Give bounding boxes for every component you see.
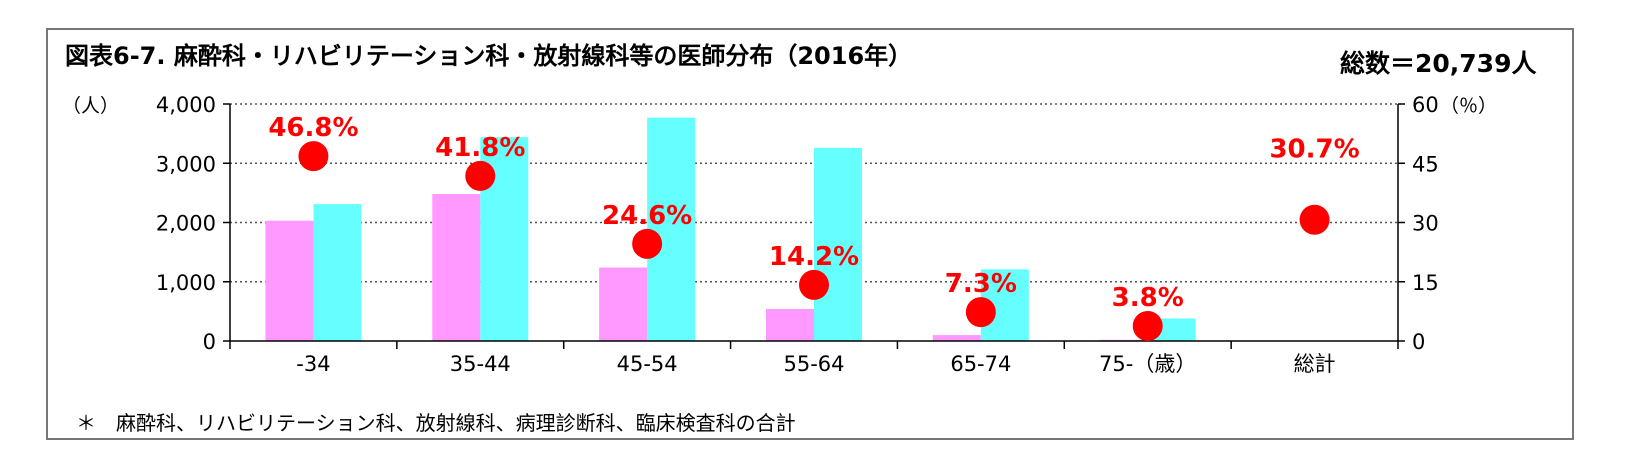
percent-label-5: 3.8%	[1112, 283, 1184, 313]
percent-label-2: 24.6%	[602, 201, 692, 231]
category-label-1: 35-44	[450, 352, 511, 376]
percent-dot-2	[632, 228, 663, 259]
category-label-5: 75-（歳）	[1099, 352, 1196, 376]
percent-dot-5	[1132, 310, 1163, 341]
left-tick-label-2: 2,000	[156, 212, 216, 236]
chart-title: 図表6-7. 麻酔科・リハビリテーション科・放射線科等の医師分布（2016年）	[65, 42, 913, 70]
bar-a-3	[766, 309, 814, 341]
percent-dot-3	[799, 269, 829, 300]
percent-dot-4	[965, 297, 996, 328]
left-tick-label-0: 0	[203, 330, 216, 354]
left-tick-label-3: 3,000	[156, 152, 216, 176]
right-tick-label-2: 30	[1412, 212, 1439, 236]
footnote: ＊ 麻酔科、リハビリテーション科、放射線科、病理診断科、臨床検査科の合計	[76, 411, 796, 435]
percent-dot-1	[465, 160, 496, 191]
right-tick-label-3: 45	[1412, 152, 1439, 176]
category-label-2: 45-54	[617, 352, 678, 376]
category-label-3: 55-64	[783, 352, 844, 376]
bar-a-0	[265, 220, 314, 341]
right-tick-label-0: 0	[1412, 330, 1425, 354]
category-label-4: 65-74	[950, 352, 1011, 376]
bar-a-2	[599, 267, 648, 341]
right-axis-unit: （％）	[1440, 95, 1497, 117]
category-label-6: 総計	[1294, 352, 1336, 376]
percent-label-3: 14.2%	[769, 242, 859, 272]
percent-dot-0	[298, 141, 329, 172]
percent-label-6: 30.7%	[1269, 134, 1359, 164]
percent-dot-6	[1299, 204, 1330, 235]
bar-a-4	[932, 335, 981, 341]
percent-label-0: 46.8%	[268, 113, 358, 143]
bar-b-0	[313, 204, 362, 341]
left-tick-label-1: 1,000	[156, 271, 216, 295]
left-tick-label-4: 4,000	[156, 93, 216, 117]
right-tick-label-4: 60	[1412, 93, 1439, 117]
bar-a-1	[432, 194, 481, 341]
percent-label-1: 41.8%	[435, 133, 525, 163]
total-count: 総数＝20,739人	[1340, 49, 1537, 78]
bar-b-3	[814, 147, 862, 341]
right-tick-label-1: 15	[1412, 271, 1439, 295]
left-axis-unit: （人）	[62, 95, 119, 117]
percent-label-4: 7.3%	[945, 269, 1017, 299]
bar-b-2	[647, 117, 696, 341]
category-label-0: -34	[296, 352, 330, 376]
